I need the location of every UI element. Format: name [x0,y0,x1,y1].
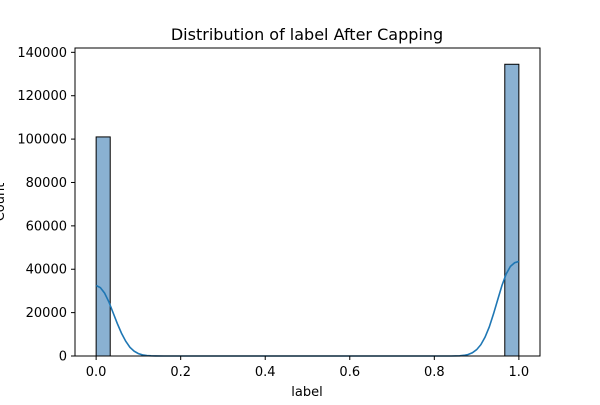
y-axis-label: Count [0,183,8,222]
y-tick-label: 80000 [26,176,67,191]
histogram-bar-1 [504,63,520,357]
x-tick-label: 0.0 [86,365,107,380]
y-axis: 0 20000 40000 60000 80000 100000 120000 140000 [17,46,75,365]
x-tick-label: 0.6 [339,365,360,380]
y-tick-label: 120000 [17,89,67,104]
y-tick-label: 60000 [26,219,67,234]
y-tick-label: 100000 [17,133,67,148]
histogram-bars [95,63,520,357]
chart-title: Distribution of label After Capping [171,25,443,44]
x-tick-label: 1.0 [509,365,530,380]
x-tick-label: 0.2 [170,365,191,380]
x-tick-label: 0.4 [255,365,276,380]
x-tick-label: 0.8 [424,365,445,380]
y-tick-label: 20000 [26,306,67,321]
x-axis: 0.0 0.2 0.4 0.6 0.8 1.0 [86,356,529,380]
plot-frame [74,47,541,357]
y-tick-label: 140000 [17,46,67,61]
x-axis-label: label [291,385,322,400]
kde-line [95,260,520,357]
y-tick-label: 40000 [26,263,67,278]
kde-layer [95,260,520,357]
histogram-bar-0 [95,136,111,357]
y-tick-label: 0 [59,350,67,365]
